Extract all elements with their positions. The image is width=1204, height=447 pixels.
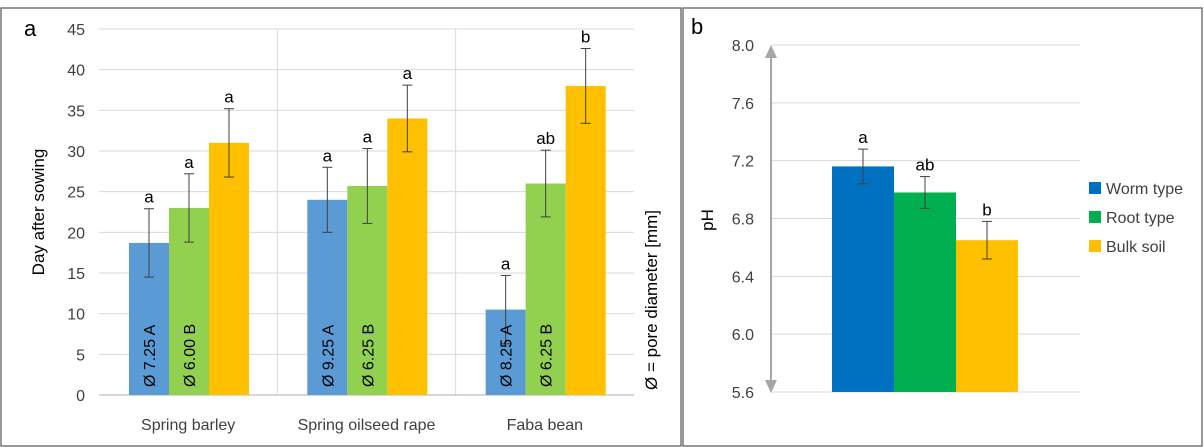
panel-b-legend-label: Worm type bbox=[1106, 181, 1183, 198]
panel-a-pore-diameter-label: Ø 6.25 B bbox=[539, 324, 556, 387]
panel-b-legend: Worm type Root type Bulk soil bbox=[1089, 181, 1183, 256]
panel-a-significance-letter: a bbox=[184, 153, 194, 172]
panel-b-y-axis-label: pH bbox=[698, 209, 717, 231]
panel-b-y-tick-label: 6.4 bbox=[732, 269, 754, 286]
panel-a-significance-letter: a bbox=[224, 88, 234, 107]
panel-b-y-tick-label: 6.8 bbox=[732, 212, 754, 229]
panel-a-category-label: Spring oilseed rape bbox=[298, 417, 436, 434]
panel-b-y-tick-label: 7.6 bbox=[732, 96, 754, 113]
panel-b-significance-letter: b bbox=[982, 200, 991, 219]
panel-a-y-tick-label: 0 bbox=[76, 388, 85, 405]
panel-a-y-tick-label: 20 bbox=[67, 225, 85, 242]
panel-a-category-label: Spring barley bbox=[141, 417, 235, 434]
panel-a-pore-diameter-label: Ø 8.25 A bbox=[499, 324, 516, 387]
panel-a-y-tick-label: 45 bbox=[67, 22, 85, 39]
panel-a-y-tick-label: 35 bbox=[67, 103, 85, 120]
panel-a-significance-letter: a bbox=[144, 188, 154, 207]
panel-a-bar bbox=[209, 142, 249, 395]
panel-a-significance-letter: a bbox=[501, 254, 511, 273]
panel-a-significance-letter: a bbox=[403, 64, 413, 83]
panel-a-pore-diameter-label: Ø 6.00 B bbox=[182, 324, 199, 387]
panel-a-pore-diameter-label: Ø 7.25 A bbox=[142, 324, 159, 387]
panel-b: b 5.6 6.0 6.4 6.8 7.2 7.6 8.0 a ab b pH Worm typ… bbox=[682, 7, 1203, 447]
panel-b-label: b bbox=[691, 14, 703, 39]
panel-b-y-tick-label: 7.2 bbox=[732, 154, 754, 171]
panel-b-legend-swatch bbox=[1089, 211, 1101, 223]
panel-b-range-arrow bbox=[765, 45, 777, 393]
panel-a-y-tick-label: 25 bbox=[67, 185, 85, 202]
panel-a-y-tick-label: 10 bbox=[67, 307, 85, 324]
panel-b-significance-letter: ab bbox=[916, 156, 935, 175]
panel-a-y-axis-label: Day after sowing bbox=[29, 149, 48, 276]
panel-a-pore-diameter-label: Ø 9.25 A bbox=[320, 324, 337, 387]
panel-b-y-tick-label: 8.0 bbox=[732, 38, 754, 55]
panel-b-bar bbox=[832, 166, 894, 392]
panel-b-y-ticks: 5.6 6.0 6.4 6.8 7.2 7.6 8.0 bbox=[732, 38, 754, 402]
panel-b-legend-swatch bbox=[1089, 240, 1101, 252]
panel-a-bar bbox=[565, 85, 606, 395]
panel-b-legend-label: Bulk soil bbox=[1106, 239, 1166, 256]
panel-a-y-tick-label: 5 bbox=[76, 347, 85, 364]
panel-a-y-ticks: 0 5 10 15 20 25 30 35 40 45 bbox=[67, 22, 85, 405]
panel-a-pore-diameter-label: Ø 6.25 B bbox=[360, 324, 377, 387]
panel-b-bar bbox=[956, 240, 1018, 392]
panel-b-bars: a ab b bbox=[832, 128, 1018, 392]
panel-b-significance-letter: a bbox=[858, 128, 868, 147]
panel-a-y-tick-label: 30 bbox=[67, 144, 85, 161]
panel-b-y-tick-label: 6.0 bbox=[732, 327, 754, 344]
panel-a-bar bbox=[387, 118, 428, 395]
panel-a-right-label: Ø = pore diameter [mm] bbox=[642, 210, 661, 390]
panel-a-y-tick-label: 40 bbox=[67, 63, 85, 80]
panel-a-significance-letter: ab bbox=[536, 129, 555, 148]
panel-a-significance-letter: b bbox=[581, 28, 590, 47]
panel-b-bar bbox=[894, 192, 956, 392]
panel-a-significance-letter: a bbox=[363, 128, 373, 147]
panel-a-significance-letter: a bbox=[323, 146, 333, 165]
panel-a-y-tick-label: 15 bbox=[67, 266, 85, 283]
panel-a-bar bbox=[525, 183, 566, 395]
panel-a-bars: a Ø 7.25 A a Ø 6.00 B a a Ø 9.25 A a Ø 6.25 B a a Ø… bbox=[129, 28, 606, 395]
panel-a-category-label: Faba bean bbox=[507, 417, 584, 434]
panel-a-categories: Spring barley Spring oilseed rape Faba bea… bbox=[141, 417, 583, 434]
panel-b-y-tick-label: 5.6 bbox=[732, 385, 754, 402]
panel-b-legend-label: Root type bbox=[1106, 210, 1175, 227]
panel-b-legend-swatch bbox=[1089, 182, 1101, 194]
panel-a-label: a bbox=[24, 16, 37, 41]
